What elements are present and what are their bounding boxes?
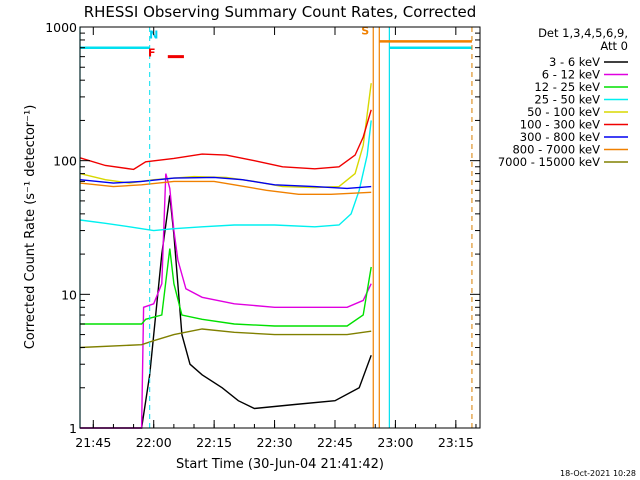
x-tick-label: 21:45: [75, 435, 111, 450]
y-tick-label: 100: [53, 154, 77, 169]
legend-label-8: 7000 - 15000 keV: [498, 155, 600, 169]
x-tick-label: 23:15: [438, 435, 474, 450]
chart-title: RHESSI Observing Summary Count Rates, Co…: [84, 3, 477, 21]
y-tick-label: 1: [69, 421, 77, 436]
x-tick-label: 22:30: [257, 435, 293, 450]
x-tick-label: 22:00: [136, 435, 172, 450]
legend-label-0: 3 - 6 keV: [549, 55, 600, 69]
series-line-3: [79, 120, 372, 232]
y-tick-label: 1000: [45, 20, 77, 35]
annotation-F: F: [148, 47, 156, 60]
annotation-N: N: [149, 29, 158, 42]
detector-label: Det 1,3,4,5,6,9,: [538, 26, 628, 40]
series-line-7: [79, 180, 372, 196]
series-line-5: [79, 109, 372, 171]
x-tick-label: 22:45: [317, 435, 353, 450]
footer-date: 18-Oct-2021 10:28: [560, 469, 636, 478]
y-tick-label: 10: [61, 287, 77, 302]
plot-frame: [79, 26, 481, 429]
series-line-2: [80, 248, 372, 327]
legend-label-1: 6 - 12 keV: [542, 68, 600, 82]
legend-label-6: 300 - 800 keV: [520, 130, 600, 144]
y-axis-label: Corrected Count Rate (s⁻¹ detector⁻¹): [23, 105, 38, 350]
legend-label-4: 50 - 100 keV: [527, 105, 600, 119]
series-line-8: [79, 328, 372, 349]
legend-label-3: 25 - 50 keV: [534, 93, 600, 107]
series-line-1: [80, 173, 372, 429]
attenuator-label: Att 0: [600, 39, 628, 53]
series-layer: [79, 83, 372, 429]
x-axis-label: Start Time (30-Jun-04 21:41:42): [176, 457, 384, 472]
legend-label-5: 100 - 300 keV: [520, 118, 600, 132]
legend-label-2: 12 - 25 keV: [534, 80, 600, 94]
series-line-4: [79, 83, 372, 189]
x-tick-label: 22:15: [196, 435, 232, 450]
annotation-S: S: [361, 24, 369, 37]
x-tick-label: 23:00: [377, 435, 413, 450]
series-line-6: [79, 176, 372, 190]
legend-label-7: 800 - 7000 keV: [512, 143, 600, 157]
x-ticks: 21:45 22:00 22:15 22:30 22:45 23:00 23:15: [75, 27, 477, 450]
y-ticks: 1 10 100 1000: [45, 20, 480, 436]
flag-layer: NF S: [79, 24, 473, 428]
series-line-0: [80, 195, 372, 429]
